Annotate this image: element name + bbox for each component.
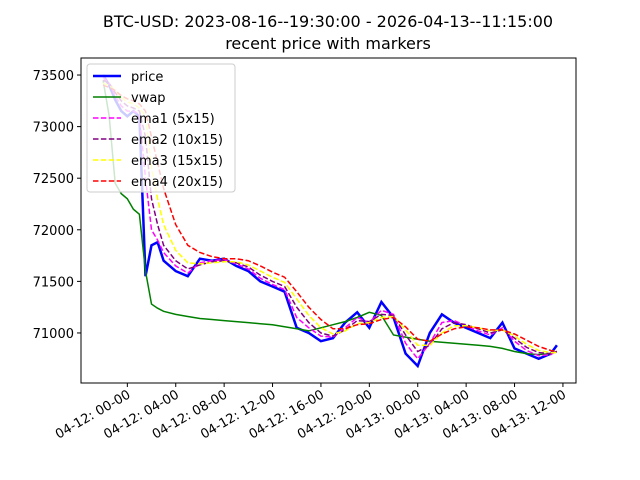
plot-frame <box>80 57 577 384</box>
legend-label: ema3 (15x15) <box>131 154 223 169</box>
y-tick-label: 71000 <box>33 327 74 342</box>
legend-label: ema1 (5x15) <box>131 112 215 127</box>
chart-title: BTC-USD: 2023-08-16--19:30:00 - 2026-04-… <box>103 12 553 31</box>
legend-label: vwap <box>131 91 166 106</box>
chart-subtitle: recent price with markers <box>225 34 431 53</box>
series-line <box>102 84 558 353</box>
legend-box <box>86 63 236 193</box>
legend-label: ema4 (20x15) <box>131 175 223 190</box>
y-tick-label: 71500 <box>33 275 74 290</box>
y-tick-label: 72000 <box>33 224 74 239</box>
legend-label: price <box>131 70 163 85</box>
series-line <box>102 80 558 356</box>
y-tick-label: 73000 <box>33 121 74 136</box>
legend-label: ema2 (10x15) <box>131 133 223 148</box>
y-tick-label: 73500 <box>33 69 74 84</box>
y-tick-label: 72500 <box>33 172 74 187</box>
